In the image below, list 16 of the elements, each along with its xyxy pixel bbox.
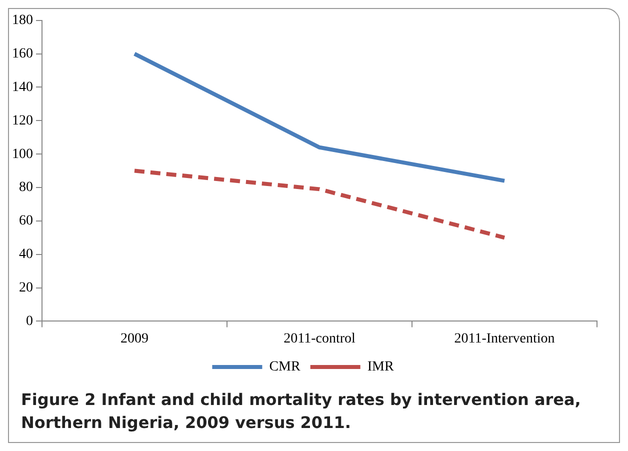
y-tick-label: 180: [12, 13, 33, 28]
caption: Figure 2 Infant and child mortality rates by intervention area, Northern Nigeria, 2009 versus 2011.: [20, 389, 582, 434]
y-tick-label: 40: [19, 247, 33, 262]
y-tick-label: 20: [19, 280, 33, 296]
legend-label: CMR: [269, 360, 301, 375]
y-tick-label: 100: [12, 146, 33, 162]
y-tick-label: 0: [26, 314, 33, 329]
y-tick-label: 140: [12, 80, 33, 95]
y-tick-label: 60: [19, 214, 33, 229]
y-tick-label: 120: [12, 113, 33, 128]
x-tick-label: 2009: [120, 331, 148, 346]
y-tick-label: 80: [19, 180, 33, 196]
x-tick-label: 2011-control: [284, 331, 356, 346]
x-tick-label: 2011-Intervention: [454, 331, 555, 346]
legend-label: IMR: [367, 360, 394, 375]
y-tick-label: 160: [12, 46, 33, 62]
